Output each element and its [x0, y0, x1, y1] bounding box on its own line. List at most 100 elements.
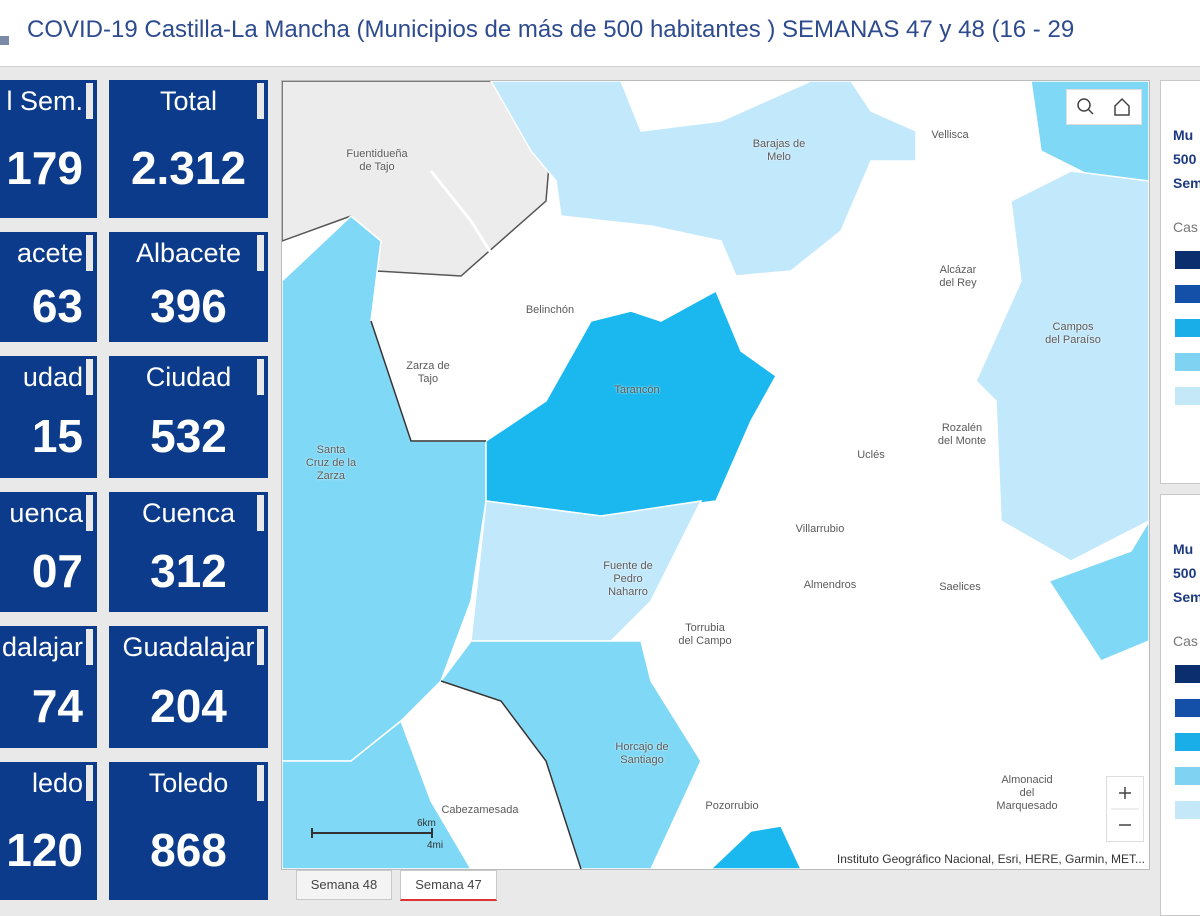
place-label-line: Naharro	[608, 586, 648, 598]
panel-text: Sem	[1173, 175, 1200, 191]
kpi-value: 63	[31, 280, 83, 332]
place-label-line: Pozorrubio	[705, 800, 759, 812]
place-label: Zarza de Tajo	[406, 360, 449, 386]
place-label-line: Rozalén	[941, 422, 983, 434]
legend-swatch	[1175, 699, 1200, 717]
kpi-card: ledo 120	[0, 762, 97, 900]
place-label-line: Tajo	[417, 373, 439, 385]
title: COVID-19 Castilla-La Mancha (Municipios …	[27, 16, 1075, 43]
place-label: Alcázar del Rey	[939, 264, 976, 290]
kpi-value: 868	[150, 824, 227, 876]
place-label-line: del Monte	[937, 435, 987, 447]
kpi-label: Cuenca	[141, 498, 236, 528]
place-label-line: Fuente de	[603, 560, 653, 572]
kpi-value: 2.312	[130, 142, 247, 194]
scale-km: 6km	[417, 818, 436, 829]
province-border	[440, 680, 582, 869]
kpi-card: acete 63	[0, 232, 97, 342]
scrollbar	[257, 495, 264, 531]
legend-swatch	[1175, 251, 1200, 269]
map-tools	[1066, 89, 1142, 125]
place-label-line: Saelices	[939, 581, 981, 593]
municipality	[1047, 519, 1149, 662]
kpi-value: 15	[31, 410, 83, 462]
kpi-label: uenca	[9, 498, 83, 528]
tool-icons	[1077, 97, 1130, 116]
kpi-label: ledo	[31, 768, 83, 798]
place-label-line: del Campo	[678, 635, 732, 647]
kpi-card: dalajar 74	[0, 626, 97, 748]
panel-text: Mu	[1173, 541, 1194, 557]
attribution: Instituto Geográfico Nacional, Esri, HER…	[832, 851, 1149, 867]
kpi-label: udad	[22, 362, 83, 392]
legend-swatch	[1175, 353, 1200, 371]
kpi-value: 74	[31, 680, 83, 732]
place-label: Horcajo de Santiago	[615, 741, 668, 767]
panel-text: Sem	[1173, 589, 1200, 605]
kpi-card: udad 15	[0, 356, 97, 478]
kpi-card: Albacete 396	[109, 232, 268, 342]
place-label: Torrubia del Campo	[678, 622, 731, 648]
place-label-line: Horcajo de	[615, 741, 669, 753]
home-button[interactable]	[1114, 97, 1130, 116]
kpi-value: 204	[150, 680, 227, 732]
legend-swatch	[1175, 665, 1200, 683]
zoom-in[interactable]	[1119, 787, 1131, 799]
kpi-card: Guadalajar 204	[109, 626, 268, 748]
panel-text: 500	[1173, 565, 1197, 581]
place-label: Santa Cruz de la Zarza	[306, 444, 356, 483]
municipality	[490, 81, 917, 277]
legend-swatch	[1175, 285, 1200, 303]
kpi-label: Ciudad	[145, 362, 232, 392]
kpi-label: acete	[16, 238, 83, 268]
kpi-card: Total 2.312	[109, 80, 268, 218]
place-label: Uclés	[857, 449, 885, 462]
logo	[0, 36, 9, 45]
scrollbar	[86, 495, 93, 531]
place-label: Pozorrubio	[705, 800, 758, 813]
place-label-line: Zarza de	[406, 360, 450, 372]
place-label: Saelices	[939, 581, 981, 594]
scrollbar	[86, 235, 93, 271]
kpi-value: 312	[150, 545, 227, 597]
place-label-line: Uclés	[857, 449, 885, 461]
legend-title: Cas	[1173, 219, 1198, 235]
map-canvas	[282, 81, 1149, 869]
place-label-line: Fuentidueña	[346, 148, 408, 160]
kpi-label: dalajar	[1, 632, 83, 662]
place-label: Vellisca	[931, 129, 968, 142]
search-button[interactable]	[1077, 98, 1094, 115]
place-label: Fuentidueña de Tajo	[346, 148, 407, 174]
place-label-line: Marquesado	[996, 800, 1058, 812]
place-label-line: Torrubia	[685, 622, 725, 634]
zoom-controls	[1106, 776, 1144, 842]
panel-text: 500	[1173, 151, 1197, 167]
place-label-line: Santa	[316, 444, 346, 456]
kpi-label: l Sem.	[6, 86, 83, 116]
place-label-line: del Rey	[939, 277, 977, 289]
kpi-value: 07	[31, 545, 83, 597]
legend-swatch	[1175, 387, 1200, 405]
road	[429, 170, 498, 262]
scrollbar	[86, 359, 93, 395]
kpi-label: Toledo	[148, 768, 229, 798]
map[interactable]: Fuentidueña de Tajo Barajas de Melo Vellisca…	[281, 80, 1150, 870]
scrollbar	[257, 629, 264, 665]
municipality	[485, 289, 777, 517]
tab[interactable]: Semana 48	[296, 870, 392, 900]
tab-active[interactable]: Semana 47	[400, 870, 497, 901]
place-label-line: Almonacid	[1001, 774, 1053, 786]
scrollbar	[257, 765, 264, 801]
legend-swatch	[1175, 319, 1200, 337]
place-label: Almendros	[804, 579, 857, 592]
place-label-line: Santiago	[620, 754, 664, 766]
place-label-line: Alcázar	[939, 264, 977, 276]
scrollbar	[86, 765, 93, 801]
kpi-card: Toledo 868	[109, 762, 268, 900]
place-label: Villarrubio	[796, 523, 845, 536]
kpi-card: Ciudad 532	[109, 356, 268, 478]
kpi-label: Albacete	[135, 238, 242, 268]
place-label: Rozalén del Monte	[938, 422, 986, 448]
